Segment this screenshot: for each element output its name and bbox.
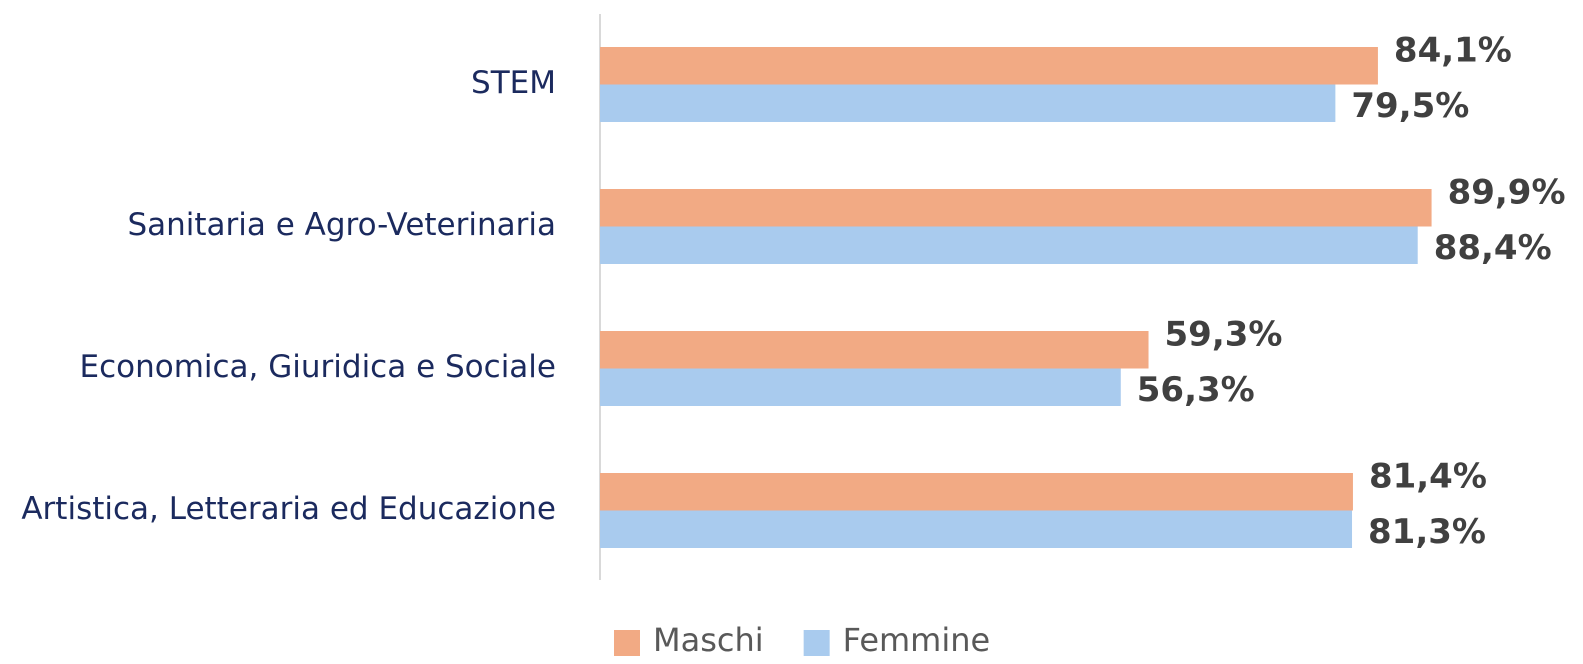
legend-label: Femmine — [843, 621, 991, 659]
category-label: Economica, Giuridica e Sociale — [79, 349, 556, 385]
value-label: 88,4% — [1434, 228, 1552, 268]
value-label: 59,3% — [1165, 314, 1283, 354]
bar — [600, 226, 1418, 264]
value-label: 81,3% — [1368, 512, 1486, 552]
value-label: 79,5% — [1351, 86, 1469, 126]
bar — [600, 189, 1432, 227]
bar — [600, 84, 1336, 122]
bar — [600, 331, 1149, 369]
legend-swatch — [803, 630, 830, 656]
legend-label: Maschi — [653, 621, 764, 659]
bar — [600, 47, 1378, 85]
legend-swatch — [614, 630, 640, 656]
category-label: STEM — [471, 65, 556, 101]
bar — [600, 473, 1353, 511]
value-label: 89,9% — [1448, 172, 1566, 212]
bar — [600, 510, 1353, 548]
value-label: 56,3% — [1137, 370, 1255, 410]
bar — [600, 368, 1121, 406]
category-label: Sanitaria e Agro-Veterinaria — [127, 207, 556, 243]
value-label: 81,4% — [1369, 456, 1487, 496]
value-label: 84,1% — [1394, 30, 1512, 70]
category-label: Artistica, Letteraria ed Educazione — [21, 491, 556, 527]
